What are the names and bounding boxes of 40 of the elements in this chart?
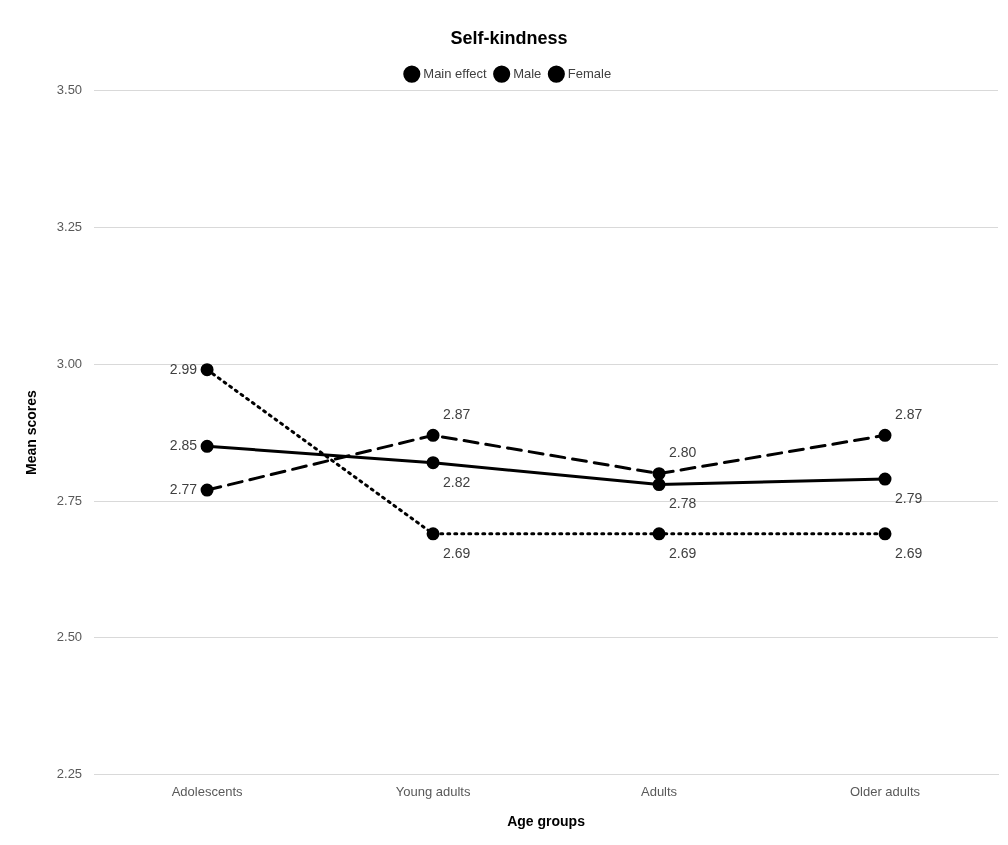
y-tick-label: 3.50 [56,82,83,98]
point [200,483,214,497]
legend-label: Male [513,65,542,81]
point [652,478,666,492]
point [426,456,440,470]
x-tick-label: Young adults [395,783,471,799]
data-label: 2.99 [169,360,198,377]
legend-label: Main effect [423,65,488,81]
point [878,527,892,541]
data-label: 2.69 [895,544,923,561]
chart-title: Self-kindness [450,27,568,48]
x-tick-label: Adults [640,783,678,799]
legend-label: Female [567,65,612,81]
point [652,467,666,481]
data-label: 2.69 [443,544,471,561]
point [426,527,440,541]
y-tick-label: 2.75 [56,492,83,508]
x-tick-label: Adolescents [171,783,243,799]
point [652,527,666,541]
y-tick-label: 2.25 [56,766,83,782]
data-label: 2.77 [169,480,198,497]
point [878,428,892,442]
data-label: 2.78 [669,495,697,512]
point [200,439,214,453]
data-label: 2.80 [669,444,697,461]
x-axis-title: Age groups [507,813,586,830]
data-label: 2.85 [169,437,198,454]
point [426,428,440,442]
point [878,472,892,486]
y-tick-label: 2.50 [56,629,83,645]
y-axis-title: Mean scores [23,389,40,476]
x-tick-label: Older adults [849,783,921,799]
y-tick-label: 3.00 [56,355,83,371]
data-label: 2.69 [669,544,697,561]
data-label: 2.87 [895,406,923,423]
y-tick-label: 3.25 [56,218,83,234]
data-label: 2.82 [443,473,471,490]
data-label: 2.79 [895,489,923,506]
point [200,363,214,377]
data-label: 2.87 [443,406,471,423]
